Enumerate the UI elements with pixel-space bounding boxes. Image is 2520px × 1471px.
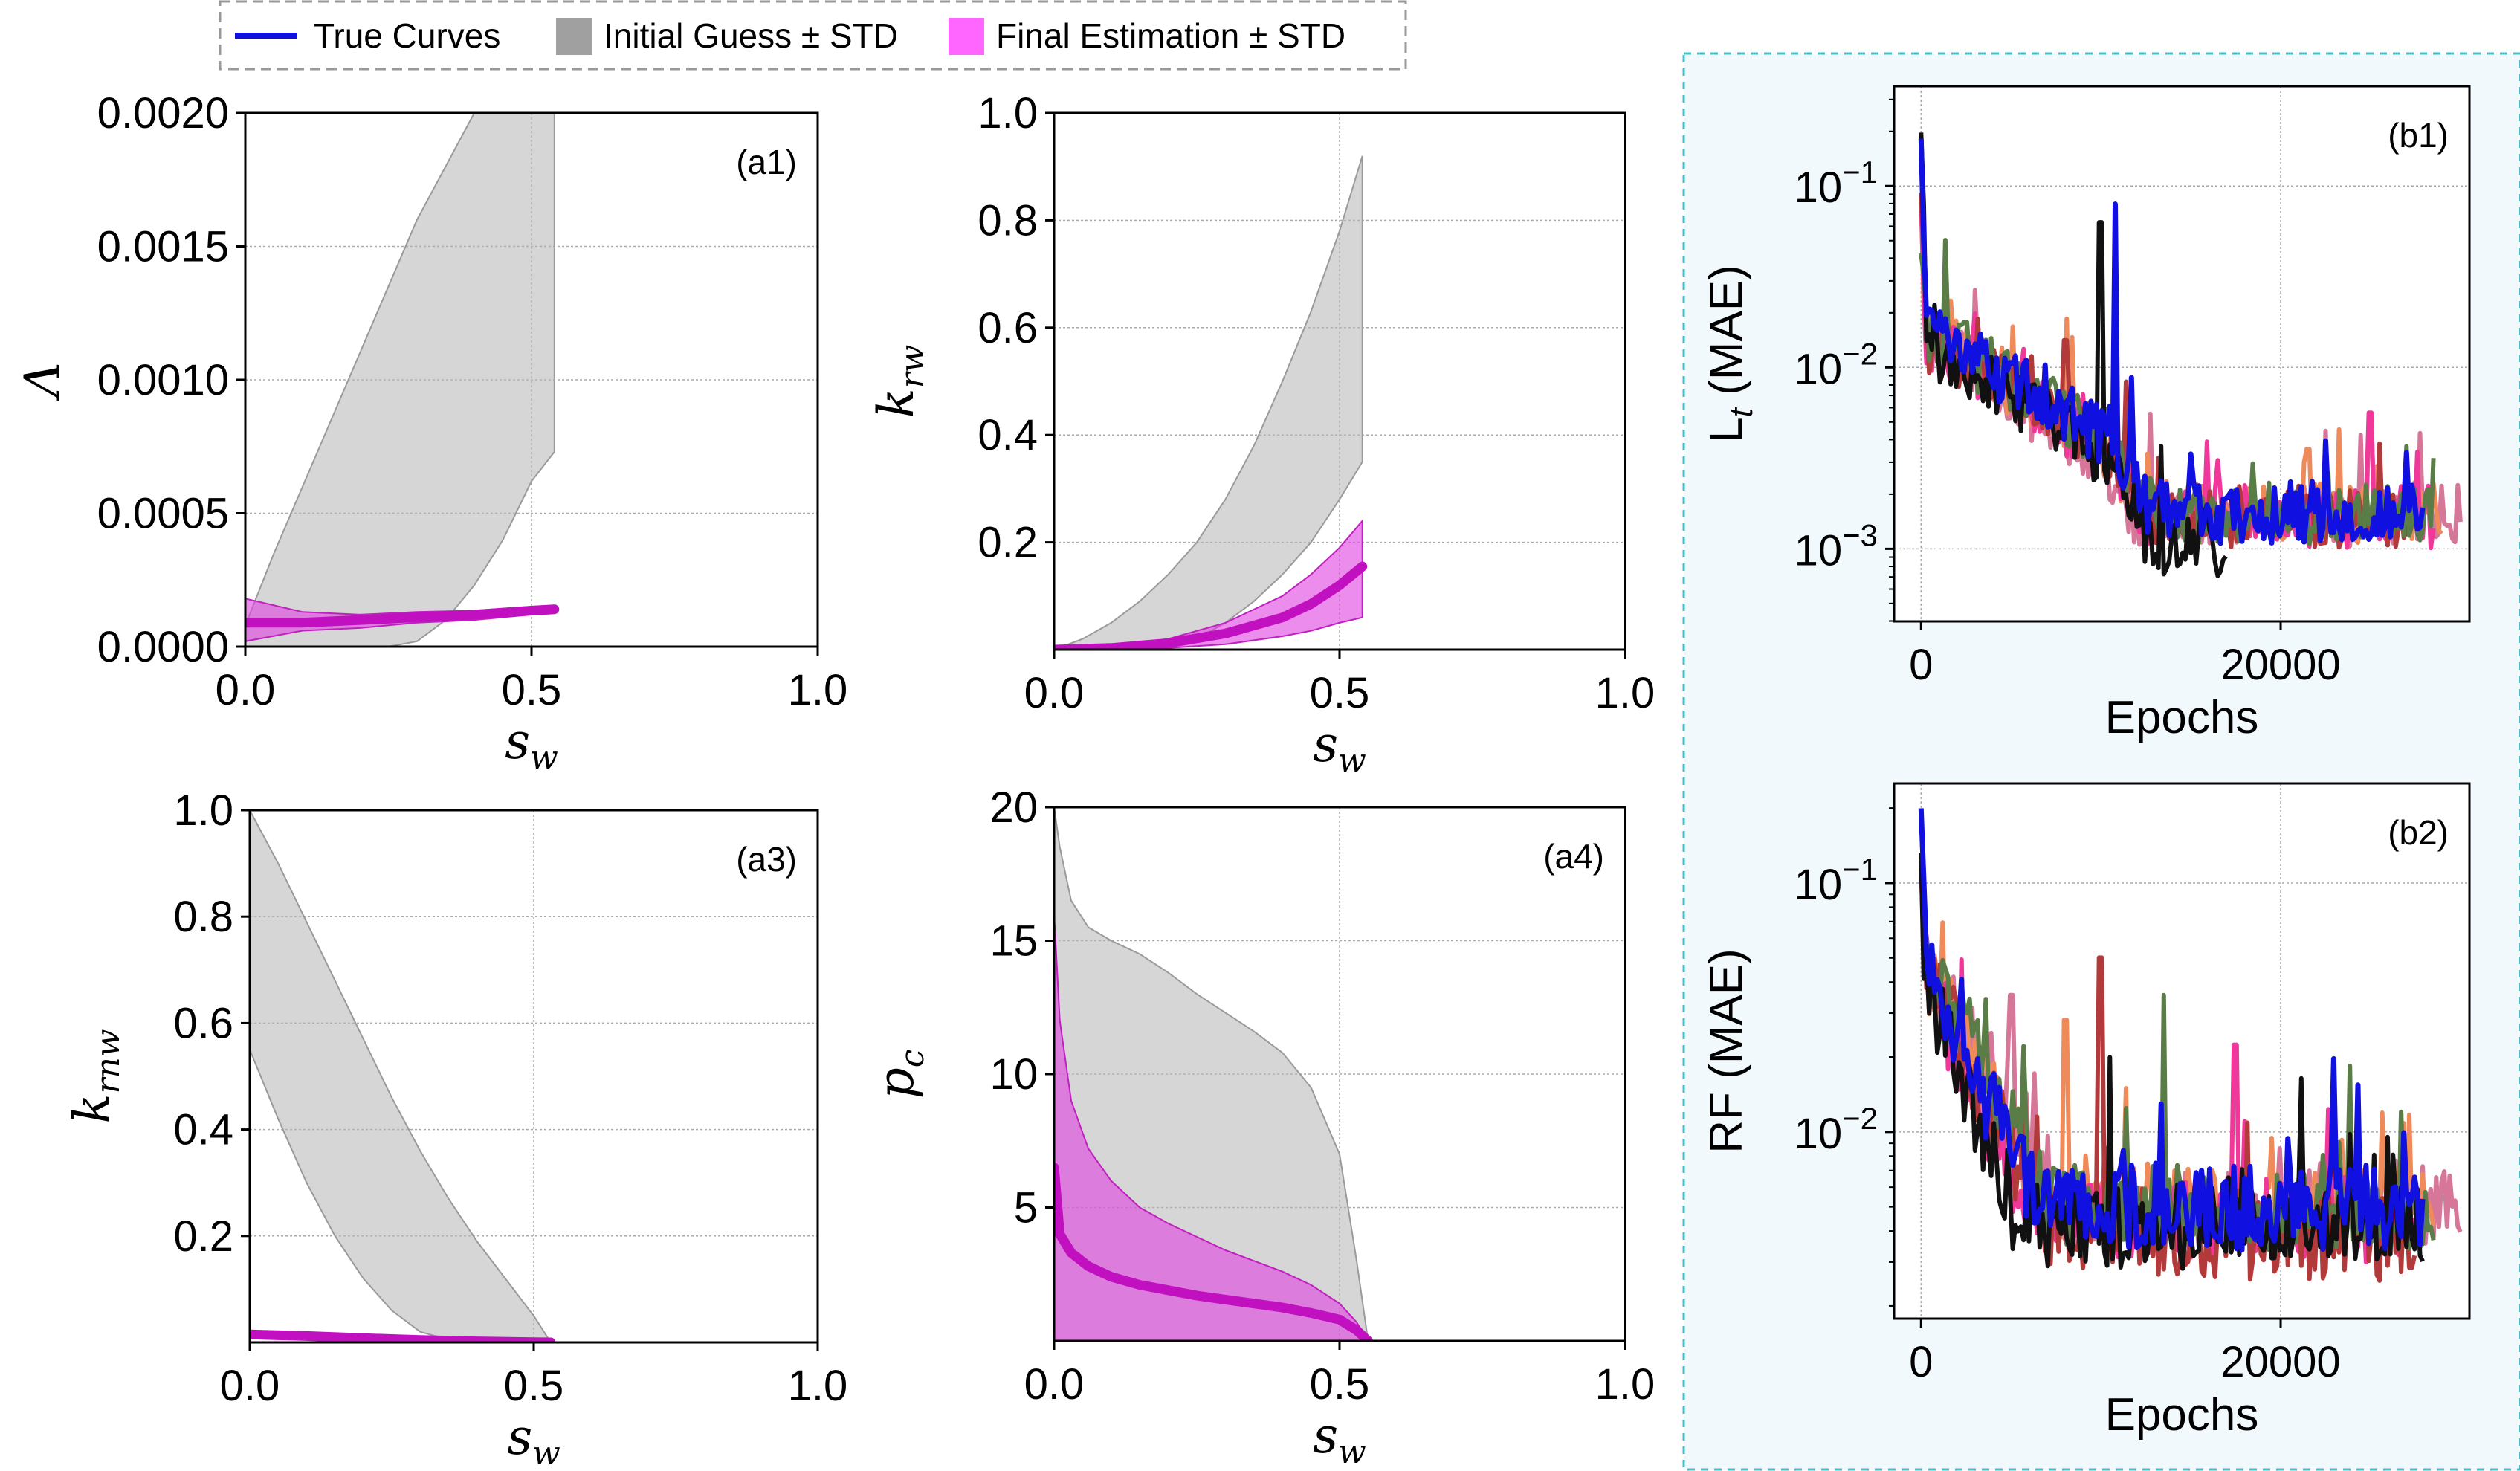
- a1-xtick-label: 0.5: [502, 666, 562, 714]
- legend-label-final-estimation: Final Estimation ± STD: [996, 16, 1345, 55]
- panel-a3-ylabel: krnw: [63, 1029, 127, 1123]
- a2-xtick-label: 0.5: [1310, 669, 1370, 717]
- b2-ytick-label: 10−2: [1794, 1101, 1878, 1158]
- a2-ytick-label: 0.8: [978, 196, 1038, 245]
- panel-a1-xlabel: sw: [505, 713, 558, 777]
- a3-ytick-label: 0.6: [173, 999, 233, 1047]
- panel-b2-curves: [1918, 808, 2463, 1283]
- panel-b1-curves: [1918, 132, 2463, 578]
- a4-ytick-label: 10: [989, 1050, 1038, 1099]
- a1-ytick-label: 0.0000: [97, 623, 229, 671]
- b1-ytick-label: 10−1: [1794, 155, 1878, 212]
- a1-initial-guess-area: [245, 113, 555, 647]
- a4-final-estimation-curve: [1054, 1163, 1373, 1341]
- panel-a1-initial-guess-band: [245, 113, 555, 647]
- b2-xtick-label: 20000: [2220, 1338, 2340, 1386]
- b1-xtick-label: 0: [1909, 641, 1933, 689]
- panel-a4-ticks: 0.0 0.5 1.0 5 10 15 20: [989, 783, 1655, 1409]
- a1-ytick-label: 0.0015: [97, 223, 229, 271]
- a4-xtick-label: 0.5: [1310, 1360, 1370, 1409]
- b1-ytick-label: 10−2: [1794, 336, 1878, 393]
- panel-b2: 0 20000 10−2 10−1 (b2) Epochs RF (MAE): [1701, 782, 2471, 1441]
- panel-a4: 0.0 0.5 1.0 5 10 15 20 (a4) sw pc: [868, 783, 1655, 1471]
- legend-label-initial-guess: Initial Guess ± STD: [604, 16, 898, 55]
- a3-ytick-label: 0.4: [173, 1106, 233, 1154]
- b1-xtick-label: 20000: [2220, 641, 2340, 689]
- panel-a3-initial-guess-band: [250, 810, 552, 1342]
- a2-xtick-label: 1.0: [1595, 669, 1655, 717]
- panel-a1-ticks: 0.0 0.5 1.0 0.0000 0.0005 0.0010 0.0015 0.0020: [97, 89, 848, 714]
- panel-a2-ticks: 0.0 0.5 1.0 0.2 0.4 0.6 0.8 1.0: [978, 89, 1655, 717]
- panel-a2-curves: [1054, 561, 1368, 650]
- a1-ytick-label: 0.0020: [97, 89, 229, 138]
- panel-b2-xlabel: Epochs: [2105, 1389, 2259, 1441]
- a2-ytick-label: 1.0: [978, 89, 1038, 138]
- panel-a3-ticks: 0.0 0.5 1.0 0.2 0.4 0.6 0.8 1.0: [173, 786, 847, 1410]
- panel-a3: 0.0 0.5 1.0 0.2 0.4 0.6 0.8 1.0 (a3) sw krnw: [63, 786, 847, 1471]
- panel-b1: 0 20000 10−3 10−2 10−1 (b1) Epochs Lt (MAE): [1701, 85, 2471, 743]
- b2-series-true: [1918, 808, 2426, 1253]
- legend-swatch-final-estimation: [949, 18, 984, 55]
- b2-xtick-label: 0: [1909, 1338, 1933, 1386]
- a4-ytick-label: 20: [989, 783, 1038, 832]
- legend-label-true-curves: True Curves: [314, 16, 500, 55]
- a2-ytick-label: 0.4: [978, 411, 1038, 459]
- a3-initial-guess-area: [250, 810, 552, 1342]
- panel-a1-tag: (a1): [736, 143, 797, 181]
- panel-b1-tag: (b1): [2388, 116, 2449, 155]
- panel-a4-tag: (a4): [1543, 837, 1604, 876]
- panel-a3-xlabel: sw: [507, 1409, 560, 1471]
- a3-xtick-label: 1.0: [788, 1362, 848, 1410]
- a2-final-estimation-curve: [1054, 561, 1368, 650]
- panel-a4-xlabel: sw: [1313, 1407, 1366, 1471]
- panel-b1-frame: [1893, 85, 2471, 623]
- panel-a1: 0.0 0.5 1.00.00000.00050.00100.00150.0020 …: [14, 89, 848, 777]
- a1-xtick-label: 1.0: [788, 666, 848, 714]
- a4-ytick-label: 15: [989, 917, 1038, 966]
- a1-final-estimation-curve: [245, 604, 560, 628]
- a3-ytick-label: 1.0: [173, 786, 233, 835]
- panel-a4-ylabel: pc: [868, 1050, 931, 1099]
- panel-a2-xlabel: sw: [1313, 716, 1366, 780]
- a4-xtick-label: 0.0: [1024, 1360, 1085, 1409]
- panel-b2-frame: [1893, 782, 2471, 1320]
- b1-ytick-label: 10−3: [1794, 517, 1878, 575]
- legend: True Curves Initial Guess ± STD Final Es…: [219, 0, 1407, 71]
- panel-a1-ylabel: Λ: [14, 362, 71, 402]
- a1-ytick-label: 0.0010: [97, 356, 229, 404]
- a3-xtick-label: 0.5: [504, 1362, 564, 1410]
- a2-ytick-label: 0.6: [978, 304, 1038, 352]
- panel-a3-tag: (a3): [736, 840, 797, 879]
- a3-ytick-label: 0.8: [173, 893, 233, 941]
- a3-ytick-label: 0.2: [173, 1212, 233, 1261]
- a3-xtick-label: 0.0: [220, 1362, 280, 1410]
- legend-frame: [219, 0, 1407, 71]
- b1-series-true: [1918, 138, 2426, 546]
- a2-xtick-label: 0.0: [1024, 669, 1085, 717]
- panel-a2-ylabel: krw: [868, 345, 931, 418]
- panel-b2-ticks: 0 20000 10−2 10−1: [1794, 807, 2341, 1386]
- a2-ytick-label: 0.2: [978, 519, 1038, 567]
- panel-b1-ylabel: Lt (MAE): [1701, 265, 1760, 443]
- panel-b1-xlabel: Epochs: [2105, 692, 2259, 743]
- b2-ytick-label: 10−1: [1794, 852, 1878, 909]
- panel-b2-tag: (b2): [2388, 813, 2449, 852]
- panel-a4-curves: [1054, 1163, 1373, 1341]
- panel-b2-ylabel: RF (MAE): [1701, 948, 1752, 1154]
- legend-swatch-initial-guess: [556, 18, 592, 55]
- a1-xtick-label: 0.0: [216, 666, 276, 714]
- panel-a1-curves: [245, 604, 560, 628]
- panel-b1-ticks: 0 20000 10−3 10−2 10−1: [1794, 98, 2341, 689]
- a4-xtick-label: 1.0: [1595, 1360, 1655, 1409]
- a1-ytick-label: 0.0005: [97, 490, 229, 538]
- a4-ytick-label: 5: [1014, 1184, 1038, 1232]
- a4-final-estimation-area: [1054, 914, 1369, 1341]
- panel-a2: 0.0 0.5 1.0 0.2 0.4 0.6 0.8 1.0 sw krw: [868, 89, 1655, 780]
- panel-a4-final-estimation-band: [1054, 914, 1369, 1341]
